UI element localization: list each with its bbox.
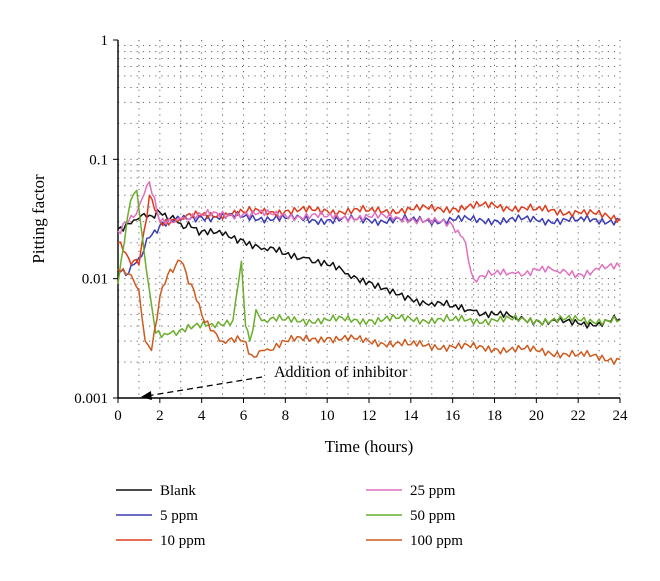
x-tick-label: 22 [571,408,586,424]
annotation-layer: Addition of inhibitor [140,364,408,400]
annotation-arrow-head [140,391,152,400]
series-layer [117,180,621,365]
y-axis-title: Pitting factor [29,174,48,264]
x-tick-label: 2 [156,408,164,424]
legend-label-100-ppm: 100 ppm [410,533,463,549]
x-tick-label: 14 [403,408,419,424]
x-tick-label: 12 [362,408,377,424]
y-tick-label: 0.01 [82,272,108,288]
y-tick-label: 0.1 [89,152,108,168]
legend-label-25-ppm: 25 ppm [410,483,456,499]
y-tick-label: 1 [101,33,109,49]
y-tick-label: 0.001 [74,391,108,407]
x-tick-label: 20 [529,408,544,424]
legend: Blank 5 ppm 10 ppm 25 ppm 50 ppm 100 ppm [116,483,463,549]
x-tick-label: 18 [487,408,502,424]
annotation-text: Addition of inhibitor [274,364,408,381]
legend-label-5-ppm: 5 ppm [160,508,198,524]
x-tick-label: 8 [282,408,290,424]
series-line-10-ppm [117,194,621,266]
x-axis-title: Time (hours) [325,437,414,456]
x-tick-label: 10 [320,408,335,424]
series-line-25-ppm [117,180,621,283]
series-line-50-ppm [117,189,621,342]
legend-label-blank: Blank [160,483,196,499]
legend-label-10-ppm: 10 ppm [160,533,206,549]
x-tick-label: 0 [114,408,122,424]
x-tick-label: 16 [445,408,461,424]
x-tick-label: 4 [198,408,206,424]
series-line-5-ppm [117,210,621,277]
legend-label-50-ppm: 50 ppm [410,508,456,524]
x-tick-label: 6 [240,408,248,424]
x-tick-label: 24 [613,408,629,424]
series-line-100-ppm [117,259,621,365]
